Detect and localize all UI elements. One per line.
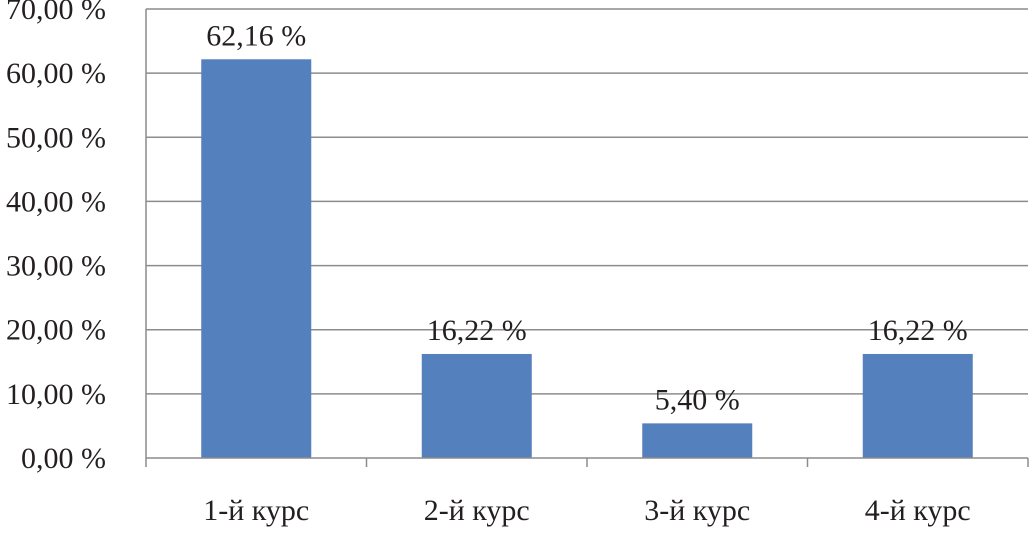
y-tick-label: 20,00 %: [6, 314, 106, 347]
bar-value-label: 62,16 %: [206, 19, 306, 52]
bar: [421, 353, 532, 458]
y-tick-label: 10,00 %: [6, 378, 106, 411]
bar-value-label: 16,22 %: [868, 314, 968, 347]
x-tick-label: 1-й курс: [203, 494, 309, 527]
y-tick-label: 30,00 %: [6, 250, 106, 283]
bar: [642, 423, 753, 458]
x-tick-label: 4-й курс: [865, 494, 971, 527]
bar: [862, 353, 973, 458]
x-tick-label: 2-й курс: [424, 494, 530, 527]
bar: [201, 59, 312, 459]
value-labels: 62,16 % 16,22 % 5,40 % 16,22 %: [206, 19, 968, 416]
y-tick-label: 50,00 %: [6, 121, 106, 154]
x-axis-tick-labels: 1-й курс 2-й курс 3-й курс 4-й курс: [203, 494, 971, 527]
bar-value-label: 5,40 %: [655, 383, 740, 416]
bar-value-label: 16,22 %: [427, 314, 527, 347]
x-axis: [145, 9, 1029, 467]
y-tick-label: 0,00 %: [21, 442, 106, 475]
y-axis-tick-labels: 0,00 % 10,00 % 20,00 % 30,00 % 40,00 % 50,00 …: [6, 0, 106, 475]
y-tick-label: 40,00 %: [6, 185, 106, 218]
y-tick-label: 60,00 %: [6, 57, 106, 90]
bars: [201, 59, 973, 459]
y-tick-label: 70,00 %: [6, 0, 106, 26]
x-tick-label: 3-й курс: [644, 494, 750, 527]
